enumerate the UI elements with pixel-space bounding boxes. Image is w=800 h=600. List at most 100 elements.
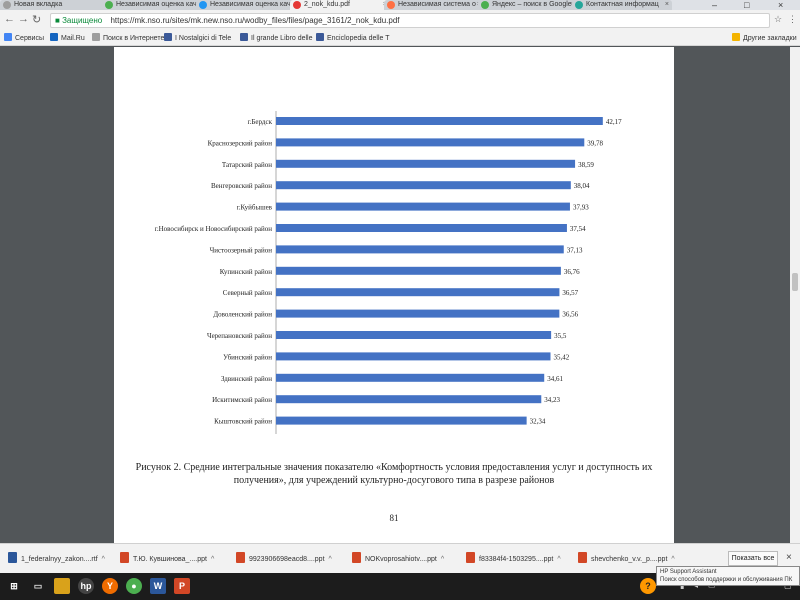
- browser-tab[interactable]: Яндекс – поиск в Google ×: [478, 0, 578, 10]
- bar: [276, 181, 571, 190]
- tab-strip: Новая вкладка × Независимая оценка кач ×…: [0, 0, 800, 10]
- category-label: Здвинский район: [221, 375, 272, 383]
- close-tab-icon[interactable]: ×: [664, 1, 669, 8]
- value-label: 35,42: [554, 353, 570, 361]
- value-label: 37,13: [567, 246, 583, 254]
- download-label: f83384f4-1503295....ppt: [479, 556, 554, 563]
- download-item[interactable]: 9923906698eacd8....ppt ^: [236, 552, 332, 566]
- value-label: 37,54: [570, 225, 586, 233]
- caption-line: получения», для учреждений культурно-дос…: [233, 475, 555, 486]
- download-item[interactable]: f83384f4-1503295....ppt ^: [466, 552, 561, 566]
- reload-icon[interactable]: ↻: [32, 14, 42, 26]
- bookmark-item[interactable]: Mail.Ru: [50, 33, 85, 44]
- powerpoint-icon[interactable]: P: [174, 578, 190, 594]
- tab-label: 2_nok_kdu.pdf: [304, 1, 350, 8]
- bar: [276, 373, 545, 382]
- chevron-up-icon[interactable]: ^: [557, 556, 561, 563]
- bar: [276, 245, 564, 254]
- chrome-icon[interactable]: ●: [126, 578, 142, 594]
- facebook-icon: [316, 33, 324, 41]
- bookmark-item[interactable]: Сервисы: [4, 33, 44, 44]
- word-file-icon: [8, 552, 17, 563]
- category-label: Краснозерский район: [208, 139, 273, 147]
- avast-icon[interactable]: Y: [102, 578, 118, 594]
- maximize-icon[interactable]: □: [744, 0, 750, 10]
- menu-icon[interactable]: ⋮: [788, 14, 797, 24]
- chevron-up-icon[interactable]: ^: [210, 556, 215, 563]
- browser-tab-active[interactable]: 2_nok_kdu.pdf ×: [290, 0, 390, 10]
- category-label: Убинский район: [223, 353, 272, 361]
- bar: [276, 309, 560, 318]
- bookmark-item[interactable]: Enciclopedia delle T: [316, 33, 390, 44]
- value-label: 36,57: [562, 289, 578, 297]
- bar: [276, 266, 561, 275]
- show-all-downloads-button[interactable]: Показать все: [728, 551, 778, 566]
- bookmark-item[interactable]: Поиск в Интернете: [92, 33, 164, 44]
- bookmark-item[interactable]: Il grande Libro delle: [240, 33, 313, 44]
- tab-label: Независимая система о: [398, 1, 476, 8]
- word-icon[interactable]: W: [150, 578, 166, 594]
- forward-icon[interactable]: →: [18, 13, 29, 25]
- tab-label: Контактная информац: [586, 1, 659, 8]
- bar: [276, 159, 576, 168]
- powerpoint-file-icon: [120, 552, 129, 563]
- download-label: NOKvoprosahiotv....ppt: [365, 556, 437, 563]
- bar: [276, 117, 603, 125]
- downloads-shelf: 1_federalnyy_zakon....rtf ^ Т.Ю. Кувшинов…: [0, 543, 800, 573]
- browser-tab[interactable]: Независимая оценка кач ×: [196, 0, 296, 10]
- chevron-up-icon[interactable]: ^: [671, 556, 675, 563]
- close-shelf-icon[interactable]: ×: [786, 552, 792, 563]
- bookmark-label: I Nostalgici di Tele: [175, 35, 232, 42]
- page-number: 81: [389, 513, 399, 523]
- chevron-up-icon[interactable]: ^: [328, 556, 332, 563]
- address-bar[interactable]: ■ Защищено https://mk.nso.ru/sites/mk.ne…: [50, 13, 770, 28]
- file-explorer-icon[interactable]: [54, 578, 70, 594]
- browser-tab[interactable]: Независимая система о ×: [384, 0, 484, 10]
- value-label: 35,5: [554, 332, 567, 340]
- bar: [276, 224, 567, 232]
- download-item[interactable]: 1_federalnyy_zakon....rtf ^: [8, 552, 105, 566]
- category-label: Венгеровский район: [211, 182, 272, 190]
- bookmark-label: Mail.Ru: [61, 35, 85, 42]
- star-icon[interactable]: ☆: [774, 14, 783, 24]
- browser-tab[interactable]: Независимая оценка кач ×: [102, 0, 202, 10]
- powerpoint-file-icon: [578, 552, 587, 563]
- facebook-icon: [240, 33, 248, 41]
- help-icon[interactable]: ?: [640, 578, 656, 594]
- bookmark-label: Сервисы: [15, 35, 45, 42]
- browser-tab[interactable]: Новая вкладка ×: [0, 0, 110, 10]
- minimize-icon[interactable]: –: [712, 0, 718, 10]
- scrollbar-thumb[interactable]: [792, 273, 798, 291]
- download-label: 9923906698eacd8....ppt: [249, 556, 325, 563]
- download-item[interactable]: Т.Ю. Кувшинова_....ppt ^: [120, 552, 214, 566]
- browser-toolbar: ← → ↻ ■ Защищено https://mk.nso.ru/sites…: [0, 10, 800, 30]
- category-label: Чистоозерный район: [210, 246, 273, 254]
- back-icon[interactable]: ←: [4, 13, 15, 25]
- bookmarks-bar: Сервисы Mail.Ru Поиск в Интернете I Nost…: [0, 30, 800, 46]
- bookmark-item[interactable]: I Nostalgici di Tele: [164, 33, 231, 44]
- chevron-up-icon[interactable]: ^: [440, 556, 445, 563]
- download-item[interactable]: NOKvoprosahiotv....ppt ^: [352, 552, 444, 566]
- tab-favicon-icon: [481, 1, 489, 9]
- apps-grid-icon: [4, 33, 12, 41]
- tab-favicon-icon: [105, 1, 113, 9]
- category-label: Татарский район: [222, 161, 272, 169]
- scrollbar[interactable]: [790, 47, 800, 543]
- download-label: Т.Ю. Кувшинова_....ppt: [133, 556, 207, 563]
- value-label: 32,34: [530, 418, 546, 426]
- bar: [276, 202, 570, 211]
- task-view-icon[interactable]: ▭: [33, 581, 43, 591]
- download-item[interactable]: shevchenko_v.v._p....ppt ^: [578, 552, 675, 566]
- category-label: г.Куйбышев: [237, 204, 273, 212]
- other-bookmarks[interactable]: Другие закладки: [732, 33, 797, 44]
- chevron-up-icon[interactable]: ^: [101, 556, 105, 563]
- hp-icon[interactable]: hp: [78, 578, 94, 594]
- value-label: 42,17: [606, 118, 622, 126]
- category-label: Северный район: [223, 289, 273, 297]
- category-label: Искитимский район: [212, 396, 272, 404]
- browser-tab[interactable]: Контактная информац ×: [572, 0, 672, 10]
- tooltip-text: Поиск способов поддержки и обслуживания …: [660, 577, 793, 583]
- close-window-icon[interactable]: ×: [778, 0, 784, 10]
- windows-start-icon[interactable]: ⊞: [10, 581, 18, 591]
- value-label: 37,93: [573, 204, 589, 212]
